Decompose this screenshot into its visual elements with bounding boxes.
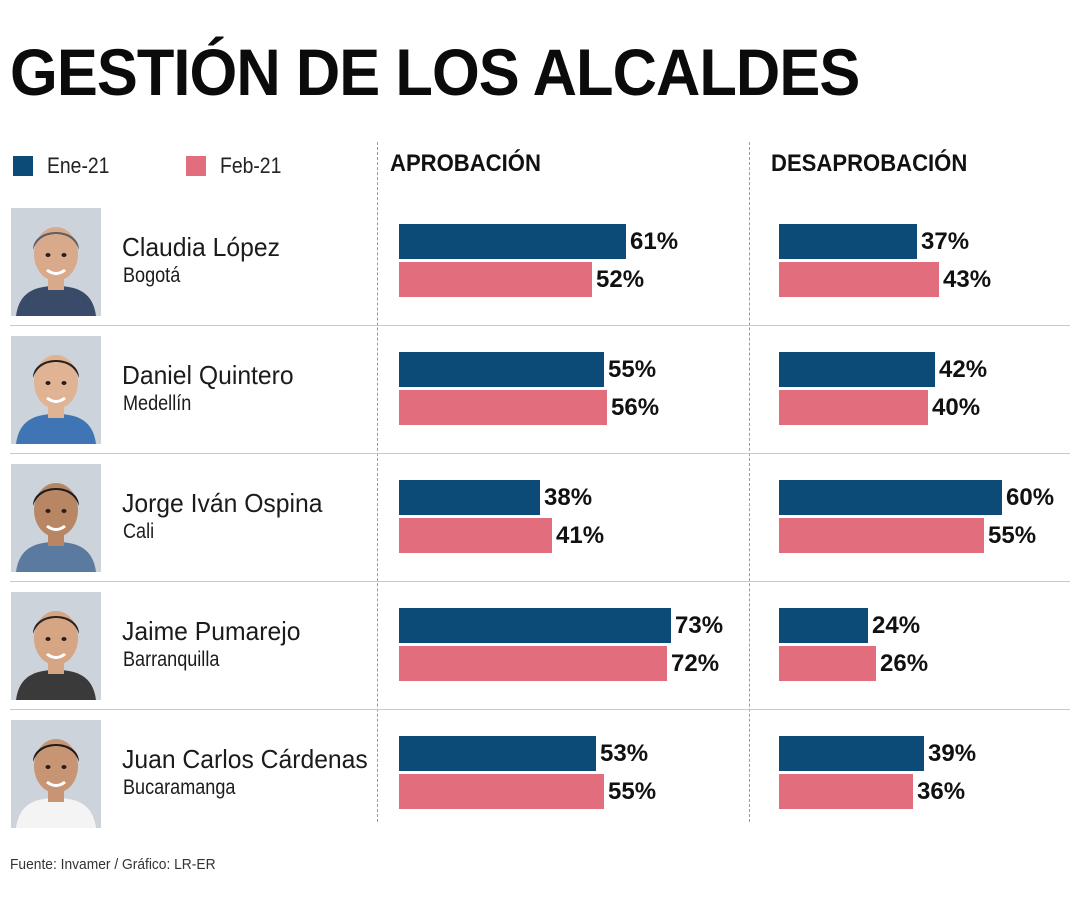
row-separator bbox=[10, 581, 1070, 582]
bar-aprobacion-ene21 bbox=[399, 224, 626, 259]
bar-label-desaprobacion-ene21: 24% bbox=[872, 612, 921, 639]
portrait-3 bbox=[11, 464, 101, 572]
mayor-city: Cali bbox=[123, 520, 155, 543]
bar-label-aprobacion-feb21: 55% bbox=[608, 778, 657, 805]
bar-desaprobacion-ene21 bbox=[779, 480, 1002, 515]
portrait-4 bbox=[11, 592, 101, 700]
chart-title: GESTIÓN DE LOS ALCALDES bbox=[10, 35, 860, 109]
person-portrait-icon bbox=[11, 720, 101, 828]
bar-desaprobacion-ene21 bbox=[779, 224, 917, 259]
row-separator bbox=[10, 453, 1070, 454]
mayor-city: Bogotá bbox=[123, 264, 181, 287]
bar-desaprobacion-feb21 bbox=[779, 262, 939, 297]
bar-desaprobacion-feb21 bbox=[779, 390, 928, 425]
bar-aprobacion-feb21 bbox=[399, 518, 552, 553]
bar-aprobacion-ene21 bbox=[399, 608, 671, 643]
panel-divider-left bbox=[377, 142, 378, 822]
legend-swatch-feb21 bbox=[186, 156, 206, 176]
bar-label-desaprobacion-ene21: 37% bbox=[921, 228, 970, 255]
bar-label-desaprobacion-feb21: 55% bbox=[988, 522, 1037, 549]
panel-title-aprobacion: APROBACIÓN bbox=[390, 150, 541, 177]
bar-label-aprobacion-ene21: 38% bbox=[544, 484, 593, 511]
bar-label-desaprobacion-feb21: 26% bbox=[880, 650, 929, 677]
bar-label-aprobacion-feb21: 72% bbox=[671, 650, 720, 677]
legend-swatch-ene21 bbox=[13, 156, 33, 176]
legend-item-feb21: Feb-21 bbox=[186, 153, 290, 179]
bar-desaprobacion-ene21 bbox=[779, 736, 924, 771]
source-note: Fuente: Invamer / Gráfico: LR-ER bbox=[10, 856, 216, 873]
bar-label-aprobacion-feb21: 41% bbox=[556, 522, 605, 549]
bar-desaprobacion-feb21 bbox=[779, 518, 984, 553]
person-portrait-icon bbox=[11, 208, 101, 316]
bar-desaprobacion-feb21 bbox=[779, 774, 913, 809]
bar-desaprobacion-feb21 bbox=[779, 646, 876, 681]
mayor-city: Bucaramanga bbox=[123, 776, 236, 799]
mayor-name: Jorge Iván Ospina bbox=[122, 488, 323, 518]
portrait-5 bbox=[11, 720, 101, 828]
legend-item-ene21: Ene-21 bbox=[13, 153, 118, 179]
bar-aprobacion-feb21 bbox=[399, 646, 667, 681]
legend-label-ene21: Ene-21 bbox=[47, 153, 110, 178]
bar-aprobacion-ene21 bbox=[399, 736, 596, 771]
bar-label-desaprobacion-ene21: 42% bbox=[939, 356, 988, 383]
bar-desaprobacion-ene21 bbox=[779, 352, 935, 387]
portrait-2 bbox=[11, 336, 101, 444]
mayor-name: Daniel Quintero bbox=[122, 360, 294, 390]
bar-aprobacion-ene21 bbox=[399, 352, 604, 387]
bar-aprobacion-ene21 bbox=[399, 480, 540, 515]
legend-label-feb21: Feb-21 bbox=[220, 153, 282, 178]
bar-label-desaprobacion-feb21: 40% bbox=[932, 394, 981, 421]
bar-label-aprobacion-feb21: 52% bbox=[596, 266, 645, 293]
panel-divider-right bbox=[749, 142, 750, 822]
bar-aprobacion-feb21 bbox=[399, 390, 607, 425]
bar-label-aprobacion-ene21: 53% bbox=[600, 740, 649, 767]
bar-label-desaprobacion-ene21: 39% bbox=[928, 740, 977, 767]
mayor-name: Claudia López bbox=[122, 232, 280, 262]
mayor-city: Medellín bbox=[123, 392, 192, 415]
person-portrait-icon bbox=[11, 592, 101, 700]
row-separator bbox=[10, 709, 1070, 710]
bar-label-aprobacion-feb21: 56% bbox=[611, 394, 660, 421]
bar-label-aprobacion-ene21: 73% bbox=[675, 612, 724, 639]
bar-label-aprobacion-ene21: 55% bbox=[608, 356, 657, 383]
portrait-1 bbox=[11, 208, 101, 316]
bar-label-desaprobacion-feb21: 36% bbox=[917, 778, 966, 805]
bar-label-aprobacion-ene21: 61% bbox=[630, 228, 679, 255]
mayor-name: Juan Carlos Cárdenas bbox=[122, 744, 368, 774]
bar-aprobacion-feb21 bbox=[399, 262, 592, 297]
bar-label-desaprobacion-ene21: 60% bbox=[1006, 484, 1055, 511]
bar-aprobacion-feb21 bbox=[399, 774, 604, 809]
panel-title-desaprobacion: DESAPROBACIÓN bbox=[771, 150, 968, 177]
mayor-name: Jaime Pumarejo bbox=[122, 616, 301, 646]
bar-label-desaprobacion-feb21: 43% bbox=[943, 266, 992, 293]
person-portrait-icon bbox=[11, 464, 101, 572]
bar-desaprobacion-ene21 bbox=[779, 608, 868, 643]
mayor-city: Barranquilla bbox=[123, 648, 220, 671]
person-portrait-icon bbox=[11, 336, 101, 444]
row-separator bbox=[10, 325, 1070, 326]
